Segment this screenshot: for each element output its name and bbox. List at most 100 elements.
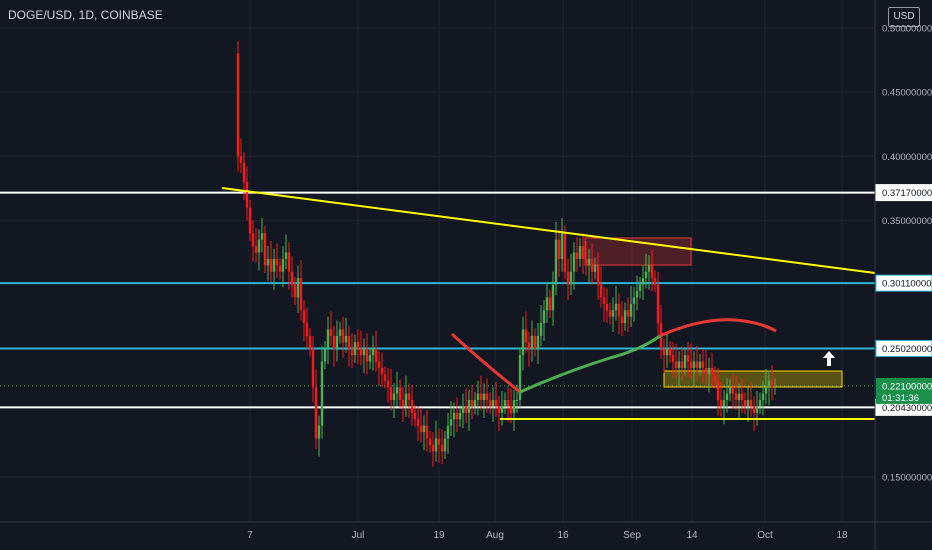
candle-body (680, 361, 684, 368)
level-price-box (875, 184, 932, 202)
chart-title: DOGE/USD, 1D, COINBASE (8, 8, 163, 22)
candle-body (512, 400, 516, 413)
candle-body (506, 400, 510, 407)
candle-body (293, 284, 297, 298)
chart-overlays (221, 187, 876, 420)
candle-body (467, 400, 471, 413)
candle-body (368, 355, 372, 362)
candle-body (386, 380, 390, 388)
y-tick-label: 0.35000000 (882, 216, 932, 227)
candle-body (422, 425, 426, 433)
candle-body (749, 400, 753, 407)
candle-body (773, 385, 777, 388)
candle-body (290, 271, 294, 285)
candle-body (599, 284, 603, 298)
candle-body (758, 400, 762, 407)
candle-body (668, 348, 672, 356)
level-price-label: 0.20430000 (882, 403, 932, 414)
up-arrow-icon (823, 351, 835, 366)
candle-body (449, 419, 453, 426)
candle-body (713, 374, 717, 381)
candle-body (479, 393, 483, 401)
candle-body (326, 329, 330, 349)
candle-body (332, 335, 336, 349)
candle-body (605, 303, 609, 311)
candle-body (383, 374, 387, 381)
candle-body (476, 393, 480, 401)
candle-body (248, 207, 252, 234)
candle-body (629, 303, 633, 317)
candle-body (428, 438, 432, 445)
candle-body (566, 271, 570, 285)
y-tick-label: 0.50000000 (882, 24, 932, 35)
candle-body (443, 438, 447, 452)
candle-body (470, 400, 474, 407)
candle-body (395, 387, 399, 394)
candle-body (689, 361, 693, 368)
candle-body (398, 387, 402, 401)
candle-body (494, 400, 498, 407)
candle-body (458, 412, 462, 420)
candle-body (245, 181, 249, 208)
candle-body (359, 348, 363, 356)
candle-body (317, 425, 321, 439)
candle-body (413, 412, 417, 420)
candle-body (569, 271, 573, 285)
candle-body (764, 387, 768, 394)
candle-body (296, 278, 300, 298)
candle-body (575, 252, 579, 259)
candle-body (542, 310, 546, 324)
candle-body (260, 233, 264, 240)
candle-body (737, 393, 741, 401)
candle-body (362, 348, 366, 356)
candle-body (734, 393, 738, 401)
candle-body (269, 258, 273, 272)
candle-body (635, 290, 639, 298)
candle-body (410, 400, 414, 413)
candle-body (752, 406, 756, 413)
descending-trendline (221, 187, 876, 274)
candle-body (434, 438, 438, 452)
candle-body (563, 233, 567, 272)
candle-body (236, 53, 240, 157)
candle-body (446, 425, 450, 439)
candle-body (767, 380, 771, 388)
candle-body (716, 380, 720, 401)
countdown-label: 01:31:36 (882, 393, 919, 404)
level-price-label: 0.37170000 (882, 188, 932, 199)
x-tick-label: Sep (623, 530, 641, 541)
candle-body (704, 367, 708, 375)
candle-body (527, 342, 531, 349)
candle-body (242, 162, 246, 182)
level-price-box (875, 274, 932, 292)
candle-body (587, 258, 591, 266)
y-tick-label: 0.15000000 (882, 473, 932, 484)
candle-body (755, 406, 759, 413)
candle-body (632, 297, 636, 304)
candle-body (695, 361, 699, 368)
candle-body (299, 278, 303, 311)
y-tick-label: 0.40000000 (882, 152, 932, 163)
candle-body (674, 361, 678, 368)
candle-body (305, 323, 309, 336)
candle-body (572, 252, 576, 272)
chart-zones (584, 237, 843, 388)
candle-body (431, 444, 435, 452)
candle-body (455, 412, 459, 420)
currency-badge[interactable]: USD (888, 7, 920, 27)
candle-body (725, 393, 729, 401)
candle-body (353, 342, 357, 356)
horizontal-levels (0, 191, 875, 409)
candle-body (482, 393, 486, 401)
candle-body (251, 233, 255, 247)
candle-body (581, 246, 585, 259)
candle-body (515, 400, 519, 402)
current-price-label: 0.22100000 (882, 381, 932, 392)
candle-body (425, 425, 429, 439)
candle-body (560, 233, 564, 259)
candle-body (347, 335, 351, 349)
candle-body (416, 419, 420, 426)
candle-body (239, 156, 243, 163)
candle-body (731, 387, 735, 394)
